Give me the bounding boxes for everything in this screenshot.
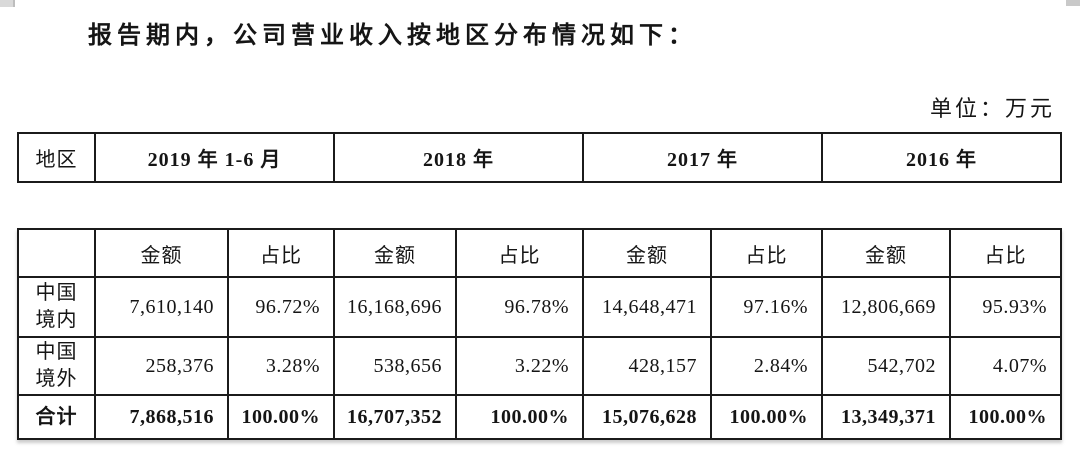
region-label-total: 合计 <box>17 394 96 440</box>
period-header-row: 地区 2019 年 1-6 月 2018 年 2017 年 2016 年 <box>17 132 1062 183</box>
ratio-cell-2018-domestic: 96.78% <box>455 276 584 338</box>
amount-cell-2016-overseas: 542,702 <box>821 336 951 396</box>
amount-cell-2016-total: 13,349,371 <box>821 394 951 440</box>
ratio-subheader-2017: 占比 <box>710 228 823 278</box>
ratio-cell-2016-domestic: 95.93% <box>949 276 1062 338</box>
amount-cell-2019h1-overseas: 258,376 <box>94 336 229 396</box>
period-header-2016: 2016 年 <box>821 132 1062 183</box>
ratio-cell-2017-total: 100.00% <box>710 394 823 440</box>
amount-cell-2019h1-total: 7,868,516 <box>94 394 229 440</box>
period-header-2017: 2017 年 <box>582 132 823 183</box>
amount-cell-2019h1-domestic: 7,610,140 <box>94 276 229 338</box>
table-row-total: 合计 7,868,516 100.00% 16,707,352 100.00% … <box>17 394 1062 440</box>
period-header-2018: 2018 年 <box>333 132 584 183</box>
region-header-cell: 地区 <box>17 132 96 183</box>
scan-artifact-top-right <box>1066 0 1080 6</box>
ratio-cell-2017-overseas: 2.84% <box>710 336 823 396</box>
amount-cell-2017-domestic: 14,648,471 <box>582 276 712 338</box>
ratio-cell-2017-domestic: 97.16% <box>710 276 823 338</box>
section-title: 报告期内，公司营业收入按地区分布情况如下： <box>88 23 697 49</box>
ratio-cell-2019h1-total: 100.00% <box>227 394 335 440</box>
amount-cell-2017-overseas: 428,157 <box>582 336 712 396</box>
amount-cell-2016-domestic: 12,806,669 <box>821 276 951 338</box>
scan-artifact-top-left <box>0 0 15 7</box>
table-row-overseas: 中国 境外 258,376 3.28% 538,656 3.22% 428,15… <box>17 336 1062 396</box>
amount-subheader-2018: 金额 <box>333 228 457 278</box>
period-header-2019h1: 2019 年 1-6 月 <box>94 132 335 183</box>
ratio-cell-2016-overseas: 4.07% <box>949 336 1062 396</box>
ratio-subheader-2019h1: 占比 <box>227 228 335 278</box>
ratio-subheader-2018: 占比 <box>455 228 584 278</box>
ratio-cell-2018-overseas: 3.22% <box>455 336 584 396</box>
amount-cell-2018-total: 16,707,352 <box>333 394 457 440</box>
region-label-domestic: 中国 境内 <box>17 276 96 338</box>
unit-label: 单位：万元 <box>929 96 1055 121</box>
amount-cell-2018-overseas: 538,656 <box>333 336 457 396</box>
ratio-cell-2018-total: 100.00% <box>455 394 584 440</box>
ratio-cell-2019h1-domestic: 96.72% <box>227 276 335 338</box>
amount-cell-2018-domestic: 16,168,696 <box>333 276 457 338</box>
table-row-domestic: 中国 境内 7,610,140 96.72% 16,168,696 96.78%… <box>17 276 1062 338</box>
ratio-subheader-2016: 占比 <box>949 228 1062 278</box>
region-subheader-empty-cell <box>17 228 96 278</box>
ratio-cell-2019h1-overseas: 3.28% <box>227 336 335 396</box>
amount-subheader-2019h1: 金额 <box>94 228 229 278</box>
amount-subheader-2017: 金额 <box>582 228 712 278</box>
subheader-row: 金额 占比 金额 占比 金额 占比 金额 占比 <box>17 228 1062 278</box>
ratio-cell-2016-total: 100.00% <box>949 394 1062 440</box>
region-label-overseas: 中国 境外 <box>17 336 96 396</box>
period-header-table: 地区 2019 年 1-6 月 2018 年 2017 年 2016 年 <box>17 132 1062 183</box>
amount-cell-2017-total: 15,076,628 <box>582 394 712 440</box>
amount-subheader-2016: 金额 <box>821 228 951 278</box>
revenue-by-region-table: 金额 占比 金额 占比 金额 占比 金额 占比 中国 境内 7,610,140 … <box>17 228 1062 440</box>
